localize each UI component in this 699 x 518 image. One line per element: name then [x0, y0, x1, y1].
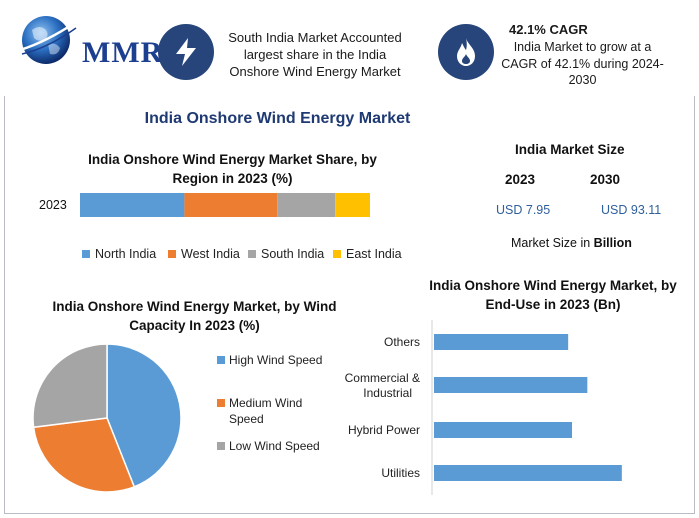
- region-stacked-bar-chart: 2023: [39, 193, 370, 217]
- capacity-legend-item: Medium Wind Speed: [217, 395, 327, 427]
- capacity-legend-item: High Wind Speed: [217, 352, 327, 368]
- end-use-bar: [434, 334, 569, 350]
- region-legend-item: West India: [168, 247, 240, 261]
- region-chart-title: India Onshore Wind Energy Market Share, …: [88, 152, 377, 186]
- region-bar-segment: [184, 193, 278, 217]
- main-title: India Onshore Wind Energy Market: [144, 110, 411, 127]
- region-legend-item: North India: [82, 247, 156, 261]
- highlight-south-india: South India Market Accounted largest sha…: [228, 30, 402, 79]
- region-bar-segment: [335, 193, 370, 217]
- end-use-category-label: Utilities: [381, 466, 420, 480]
- market-size-2030-value: USD 93.11: [601, 203, 662, 217]
- legend-swatch: [82, 250, 90, 258]
- legend-swatch: [168, 250, 176, 258]
- pie-slice: [106, 343, 182, 488]
- year-2030-label: 2030: [590, 172, 621, 187]
- globe-icon: [19, 16, 77, 64]
- cagr-title: 42.1% CAGR: [509, 22, 588, 37]
- capacity-pie-chart: [32, 343, 182, 493]
- legend-label: West India: [181, 247, 240, 261]
- legend-swatch: [217, 399, 225, 407]
- region-bar-segment: [277, 193, 336, 217]
- logo-text: MMR: [82, 36, 164, 69]
- end-use-bar-chart: Others Commercial & Industrial Hybrid Power…: [345, 320, 622, 495]
- legend-label: Low Wind Speed: [229, 439, 320, 453]
- region-legend-item: East India: [333, 247, 402, 261]
- pie-slice: [32, 343, 108, 429]
- end-use-bar: [434, 465, 622, 481]
- bottom-strip: [0, 514, 699, 518]
- end-use-bar: [434, 422, 572, 438]
- region-legend-item: South India: [248, 247, 324, 261]
- end-use-category-label: Hybrid Power: [348, 423, 420, 437]
- capacity-chart-title: India Onshore Wind Energy Market, by Win…: [52, 299, 337, 333]
- end-use-chart-title: India Onshore Wind Energy Market, by End…: [429, 278, 677, 312]
- flame-icon: [438, 24, 494, 80]
- capacity-legend-item: Low Wind Speed: [217, 438, 327, 454]
- market-size-note: Market Size in Billion: [511, 236, 632, 250]
- market-size-note-prefix: Market Size in: [511, 236, 594, 250]
- market-size-2023-value: USD 7.95: [496, 203, 551, 217]
- legend-swatch: [217, 442, 225, 450]
- mmr-logo: MMR: [14, 10, 162, 72]
- year-2023-label: 2023: [505, 172, 536, 187]
- region-bar-segment: [80, 193, 185, 217]
- region-category-label: 2023: [39, 198, 67, 212]
- end-use-category-label: Others: [384, 335, 420, 349]
- legend-swatch: [248, 250, 256, 258]
- legend-label: East India: [346, 247, 402, 261]
- legend-swatch: [217, 356, 225, 364]
- legend-label: Medium Wind Speed: [229, 396, 303, 426]
- legend-swatch: [333, 250, 341, 258]
- cagr-description: India Market to grow at a CAGR of 42.1% …: [501, 40, 664, 87]
- header-bar: MMR South India Market Accounted largest…: [0, 0, 699, 96]
- market-size-title: India Market Size: [515, 142, 625, 157]
- lightning-icon: [158, 24, 214, 80]
- legend-label: North India: [95, 247, 157, 261]
- end-use-category-label: Commercial & Industrial: [345, 371, 420, 400]
- legend-label: High Wind Speed: [229, 353, 323, 367]
- end-use-bar: [434, 377, 588, 393]
- market-size-unit: Billion: [593, 236, 632, 250]
- pie-slice: [32, 417, 136, 493]
- legend-label: South India: [261, 247, 325, 261]
